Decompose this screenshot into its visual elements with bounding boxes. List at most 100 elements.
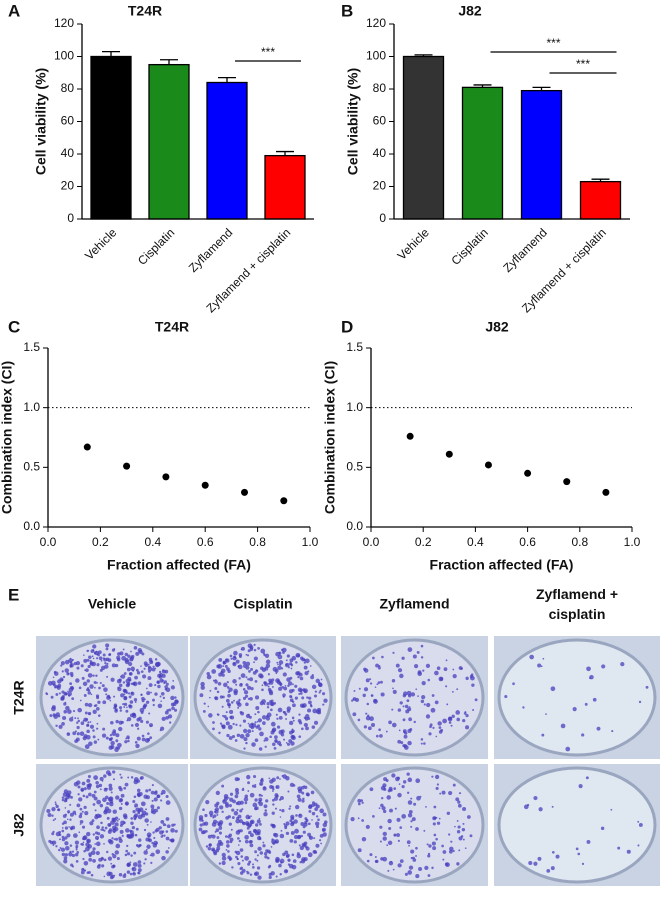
colony bbox=[420, 656, 424, 659]
colony bbox=[455, 710, 461, 715]
colony bbox=[304, 817, 308, 821]
colony bbox=[227, 850, 230, 853]
colony bbox=[114, 816, 119, 820]
colony bbox=[375, 663, 380, 668]
colony bbox=[433, 833, 437, 837]
colony bbox=[120, 793, 125, 798]
colony bbox=[229, 792, 234, 796]
colony bbox=[410, 692, 416, 697]
colony bbox=[249, 677, 254, 682]
colony bbox=[113, 648, 116, 650]
colony bbox=[117, 652, 121, 656]
colony bbox=[134, 805, 137, 808]
colony bbox=[259, 851, 264, 855]
colony bbox=[123, 706, 126, 708]
row-label: J82 bbox=[11, 813, 27, 837]
colony bbox=[442, 858, 445, 861]
colony bbox=[294, 828, 299, 834]
colony bbox=[160, 726, 165, 731]
colony bbox=[113, 695, 116, 698]
colony bbox=[248, 816, 251, 820]
colony bbox=[382, 831, 387, 837]
colony bbox=[165, 830, 169, 833]
colony bbox=[137, 810, 141, 813]
colony bbox=[125, 737, 128, 740]
colony bbox=[58, 692, 61, 695]
colony bbox=[402, 718, 406, 722]
colony bbox=[375, 859, 379, 864]
point bbox=[445, 450, 453, 458]
colony bbox=[283, 738, 286, 741]
colony bbox=[133, 817, 137, 821]
colony bbox=[63, 859, 68, 864]
colony bbox=[205, 830, 208, 833]
colony bbox=[71, 658, 74, 661]
colony bbox=[102, 797, 107, 803]
colony bbox=[317, 710, 322, 715]
colony bbox=[123, 786, 127, 790]
colony bbox=[272, 824, 275, 827]
colony bbox=[148, 683, 153, 687]
colony bbox=[57, 808, 61, 812]
colony bbox=[96, 657, 99, 660]
colony bbox=[370, 723, 376, 728]
colony bbox=[225, 698, 230, 703]
colony bbox=[159, 695, 162, 698]
colony bbox=[442, 718, 448, 724]
colony bbox=[236, 808, 239, 811]
colony bbox=[285, 663, 288, 666]
colony bbox=[133, 795, 137, 799]
colony bbox=[285, 659, 288, 662]
colony bbox=[119, 798, 123, 802]
colony bbox=[216, 690, 220, 694]
colony bbox=[93, 680, 97, 685]
colony bbox=[369, 682, 373, 685]
colony bbox=[61, 670, 64, 673]
colony bbox=[224, 835, 228, 838]
colony bbox=[255, 705, 260, 710]
colony bbox=[253, 661, 255, 664]
colony bbox=[208, 843, 212, 847]
colony bbox=[304, 820, 308, 824]
colony bbox=[408, 865, 414, 870]
colony bbox=[404, 872, 408, 876]
colony bbox=[415, 846, 418, 850]
colony bbox=[378, 807, 381, 810]
colony bbox=[245, 732, 250, 738]
colony bbox=[319, 689, 322, 692]
colony bbox=[125, 802, 129, 806]
colony bbox=[67, 709, 72, 714]
colony bbox=[211, 834, 216, 839]
colony bbox=[132, 862, 138, 867]
colony bbox=[86, 729, 90, 734]
y-tick-label: 1.0 bbox=[346, 400, 363, 414]
colony bbox=[237, 844, 240, 846]
colony bbox=[121, 655, 127, 661]
colony bbox=[207, 834, 212, 839]
colony bbox=[112, 770, 116, 774]
colony bbox=[54, 801, 57, 804]
colony bbox=[542, 657, 545, 660]
colony bbox=[64, 836, 68, 840]
colony bbox=[397, 708, 402, 712]
colony bbox=[271, 811, 275, 815]
colony bbox=[118, 785, 122, 790]
colony bbox=[165, 817, 170, 821]
colony bbox=[92, 858, 96, 863]
colony bbox=[407, 813, 413, 818]
colony bbox=[271, 777, 276, 782]
colony bbox=[277, 680, 281, 685]
colony bbox=[283, 711, 287, 715]
colony bbox=[72, 810, 77, 815]
colony bbox=[222, 714, 225, 717]
colony bbox=[218, 672, 223, 677]
colony bbox=[61, 721, 65, 726]
colony bbox=[246, 826, 250, 830]
colony bbox=[269, 785, 273, 789]
colony bbox=[149, 723, 154, 728]
colony bbox=[369, 716, 374, 722]
colony bbox=[259, 799, 262, 802]
colony bbox=[53, 670, 57, 674]
colony bbox=[281, 808, 285, 813]
colony bbox=[407, 870, 413, 875]
